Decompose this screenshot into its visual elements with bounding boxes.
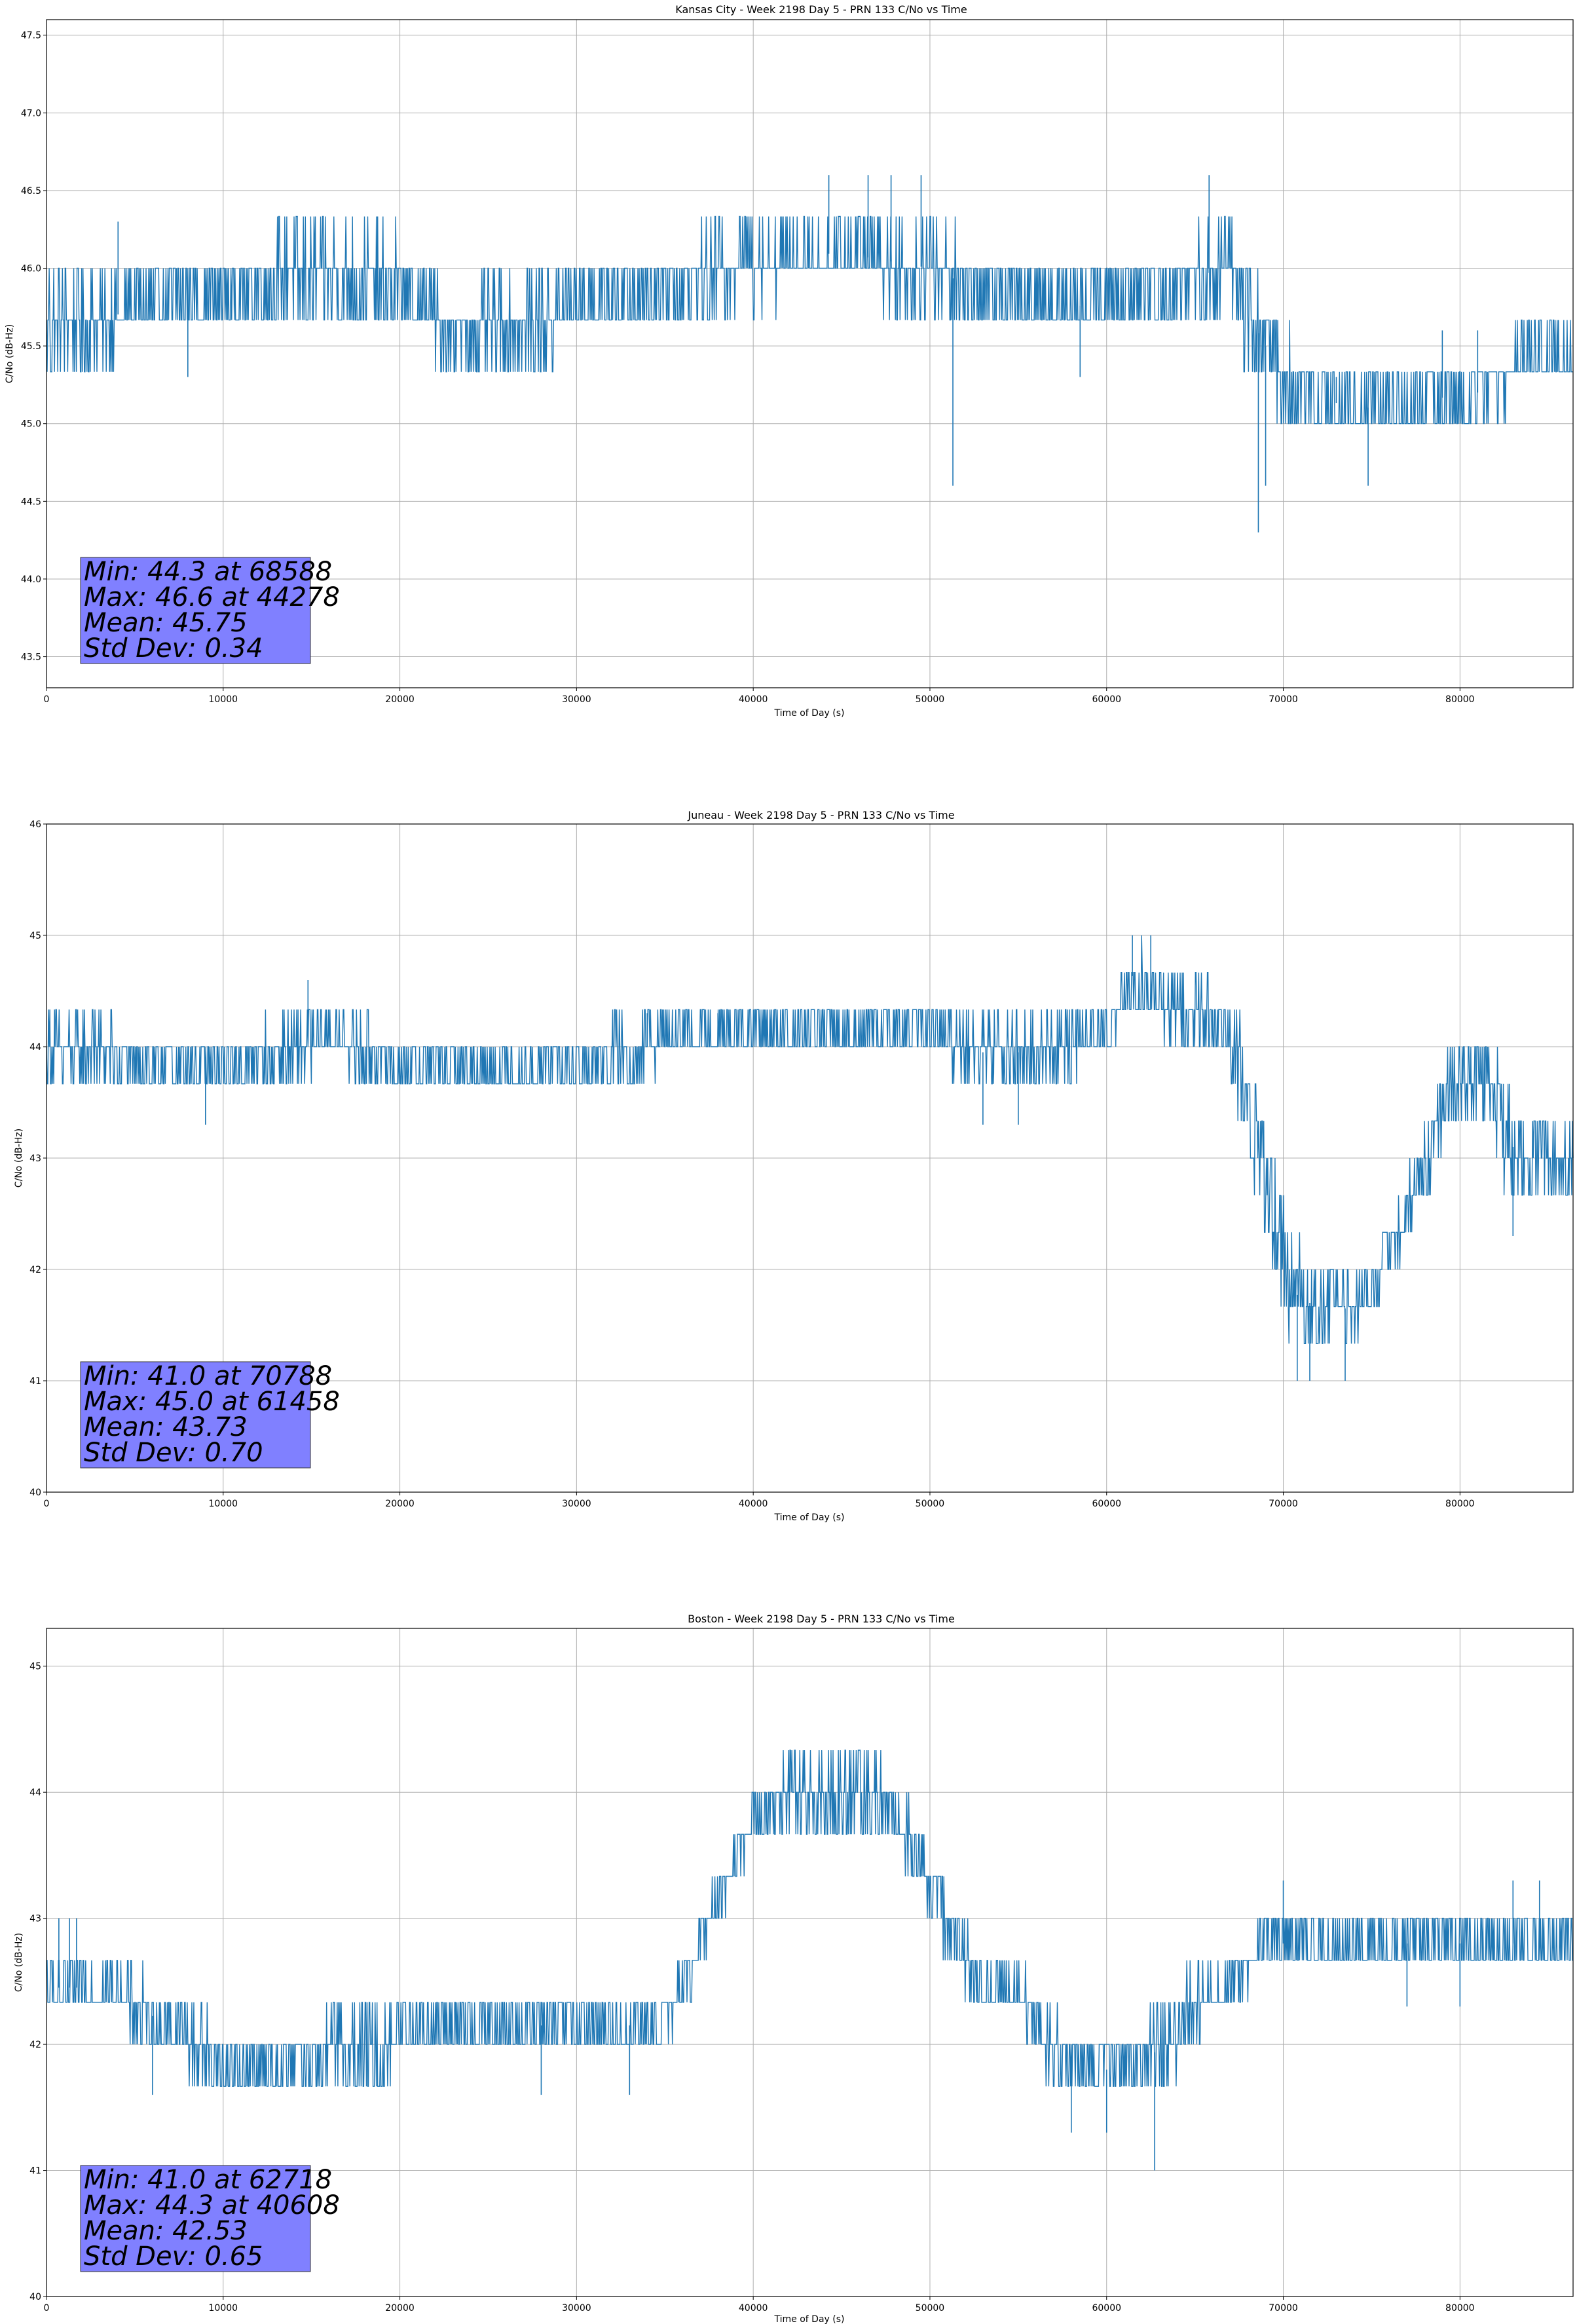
x-tick-label: 30000 — [562, 694, 591, 705]
stats-box-background — [80, 557, 311, 664]
stat-min: Min: 44.3 at 68588 — [84, 557, 332, 587]
y-tick-label: 44 — [29, 1042, 41, 1053]
x-axis-label: Time of Day (s) — [774, 1512, 845, 1523]
y-tick-label: 45.5 — [21, 341, 41, 352]
y-tick-label: 46.5 — [21, 186, 41, 197]
x-tick-label: 0 — [44, 2303, 50, 2314]
y-tick-label: 44.0 — [21, 574, 41, 585]
x-tick-label: 40000 — [739, 1499, 768, 1509]
x-tick-label: 60000 — [1092, 2303, 1121, 2314]
subplot-boston: Boston - Week 2198 Day 5 - PRN 133 C/No … — [14, 1613, 1574, 2324]
y-tick-label: 45 — [29, 931, 41, 941]
stats-box: Min: 41.0 at 70788 Max: 45.0 at 61458 Me… — [80, 1361, 340, 1469]
x-tick-label: 20000 — [385, 2303, 415, 2314]
y-axis-label: C/No (dB-Hz) — [14, 1129, 24, 1188]
x-tick-label: 30000 — [562, 2303, 591, 2314]
y-tick-label: 45 — [29, 1662, 41, 1672]
subplot-juneau: Juneau - Week 2198 Day 5 - PRN 133 C/No … — [14, 809, 1574, 1523]
stat-min: Min: 41.0 at 70788 — [84, 1361, 332, 1391]
y-tick-label: 43.5 — [21, 652, 41, 663]
x-tick-label: 10000 — [209, 1499, 238, 1509]
y-tick-label: 44.5 — [21, 497, 41, 507]
x-tick-label: 50000 — [916, 694, 945, 705]
x-tick-label: 80000 — [1445, 1499, 1475, 1509]
x-tick-label: 80000 — [1445, 694, 1475, 705]
chart-title: Boston - Week 2198 Day 5 - PRN 133 C/No … — [688, 1613, 955, 1625]
plot-frame — [46, 823, 1574, 1493]
subplot-kansas-city: Kansas City - Week 2198 Day 5 - PRN 133 … — [5, 3, 1574, 719]
y-axis-label: C/No (dB-Hz) — [5, 324, 15, 383]
y-tick-label: 47.5 — [21, 31, 41, 41]
x-tick-label: 40000 — [739, 694, 768, 705]
x-tick-label: 60000 — [1092, 1499, 1121, 1509]
x-tick-label: 0 — [44, 694, 50, 705]
y-tick-label: 44 — [29, 1788, 41, 1798]
stats-box: Min: 41.0 at 62718 Max: 44.3 at 40608 Me… — [80, 2165, 340, 2272]
y-tick-label: 42 — [29, 2040, 41, 2050]
x-tick-label: 20000 — [385, 1499, 415, 1509]
x-axis-label: Time of Day (s) — [774, 708, 845, 719]
stat-min: Min: 41.0 at 62718 — [84, 2165, 332, 2195]
stats-box-background — [80, 2165, 311, 2272]
axis-ticks: 0 10000 20000 30000 40000 50000 60000 70000 8000… — [29, 1662, 1474, 2314]
x-tick-label: 10000 — [209, 2303, 238, 2314]
stats-box-background — [80, 1361, 311, 1469]
data-series — [46, 935, 1574, 1381]
y-tick-label: 41 — [29, 2166, 41, 2177]
x-tick-label: 60000 — [1092, 694, 1121, 705]
plot-frame — [46, 1628, 1574, 2297]
stat-std-dev: Std Dev: 0.70 — [84, 1438, 263, 1468]
x-tick-label: 50000 — [916, 2303, 945, 2314]
y-tick-label: 43 — [29, 1914, 41, 1924]
stat-mean: Mean: 43.73 — [84, 1412, 248, 1442]
y-tick-label: 46 — [29, 819, 41, 830]
stat-max: Max: 46.6 at 44278 — [84, 582, 340, 612]
x-tick-label: 30000 — [562, 1499, 591, 1509]
x-tick-label: 70000 — [1269, 694, 1298, 705]
y-tick-label: 41 — [29, 1376, 41, 1387]
data-series — [46, 1750, 1573, 2171]
y-tick-label: 46.0 — [21, 264, 41, 274]
data-series — [46, 175, 1573, 533]
x-tick-label: 70000 — [1269, 2303, 1298, 2314]
y-tick-label: 40 — [29, 1488, 41, 1498]
stat-max: Max: 45.0 at 61458 — [84, 1387, 340, 1417]
plot-frame — [46, 19, 1574, 688]
stat-max: Max: 44.3 at 40608 — [84, 2190, 340, 2221]
x-tick-label: 0 — [44, 1499, 50, 1509]
stat-std-dev: Std Dev: 0.65 — [84, 2241, 263, 2272]
cno-trace — [46, 935, 1574, 1344]
axis-ticks: 0 10000 20000 30000 40000 50000 60000 70000 8000… — [29, 819, 1474, 1509]
x-tick-label: 40000 — [739, 2303, 768, 2314]
y-axis-label: C/No (dB-Hz) — [14, 1933, 24, 1992]
stat-mean: Mean: 42.53 — [84, 2216, 248, 2246]
stat-mean: Mean: 45.75 — [84, 608, 248, 638]
y-tick-label: 42 — [29, 1265, 41, 1275]
x-tick-label: 50000 — [916, 1499, 945, 1509]
x-tick-label: 20000 — [385, 694, 415, 705]
x-tick-label: 80000 — [1445, 2303, 1475, 2314]
cno-trace — [46, 216, 1573, 424]
x-tick-label: 10000 — [209, 694, 238, 705]
chart-title: Kansas City - Week 2198 Day 5 - PRN 133 … — [675, 3, 967, 16]
y-tick-label: 43 — [29, 1153, 41, 1164]
stats-box: Min: 44.3 at 68588 Max: 46.6 at 44278 Me… — [80, 557, 340, 664]
chart-title: Juneau - Week 2198 Day 5 - PRN 133 C/No … — [687, 809, 954, 821]
x-axis-label: Time of Day (s) — [774, 2314, 845, 2324]
y-tick-label: 45.0 — [21, 419, 41, 430]
y-tick-label: 40 — [29, 2292, 41, 2302]
x-tick-label: 70000 — [1269, 1499, 1298, 1509]
stat-std-dev: Std Dev: 0.34 — [84, 633, 263, 664]
axis-ticks: 0 10000 20000 30000 40000 50000 60000 70000 8000… — [21, 31, 1475, 705]
y-tick-label: 47.0 — [21, 108, 41, 119]
cno-trace — [46, 1750, 1573, 2087]
